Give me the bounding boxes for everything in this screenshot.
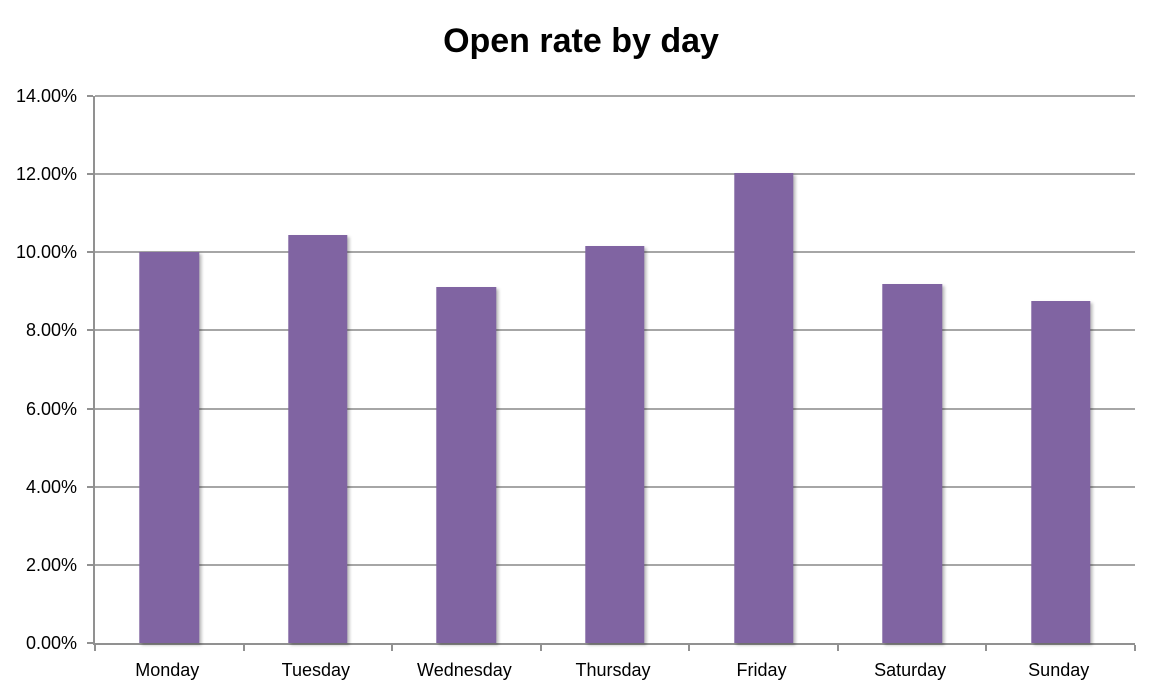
x-axis-tick <box>1134 645 1136 651</box>
x-tick-label: Friday <box>736 660 787 680</box>
y-axis-tick <box>87 485 93 488</box>
chart-title: Open rate by day <box>443 22 719 60</box>
y-axis-tick <box>87 95 93 97</box>
y-axis-tick <box>87 329 93 332</box>
y-axis-labels: 0.00% 2.00% 4.00% 6.00% 8.00% 10.00% 12.00% 14.… <box>0 86 85 653</box>
bar-monday <box>139 252 199 643</box>
bar-sunday <box>1030 301 1091 643</box>
x-axis-tick <box>836 645 839 651</box>
x-tick-label: Sunday <box>1028 660 1090 680</box>
x-axis-tick <box>242 645 245 651</box>
y-axis-tick <box>87 173 93 176</box>
y-tick-label: 2.00% <box>25 554 77 575</box>
gridline <box>95 95 1135 97</box>
bar-wednesday <box>436 287 497 643</box>
x-axis-tick <box>688 645 691 651</box>
x-tick-label: Monday <box>135 660 200 680</box>
y-tick-label: 8.00% <box>25 320 77 341</box>
y-tick-label: 0.00% <box>25 633 77 653</box>
x-tick-label: Saturday <box>874 660 947 680</box>
bar-saturday <box>882 284 942 643</box>
bar-friday <box>733 173 794 643</box>
y-axis-tick <box>87 642 93 644</box>
x-axis-tick <box>391 645 394 651</box>
x-tick-label: Thursday <box>575 660 651 680</box>
y-axis-tick <box>87 563 93 566</box>
plot-area <box>87 95 1136 651</box>
y-tick-label: 14.00% <box>15 86 77 106</box>
y-tick-label: 12.00% <box>15 164 77 185</box>
gridline <box>95 173 1135 176</box>
y-axis-tick <box>87 407 93 410</box>
x-axis-labels: Monday Tuesday Wednesday Thursday Friday Satu… <box>93 659 1133 689</box>
y-axis-tick <box>87 251 93 254</box>
x-axis-tick <box>94 645 96 651</box>
y-tick-label: 6.00% <box>25 398 77 419</box>
x-axis-tick <box>985 645 988 651</box>
y-tick-label: 10.00% <box>15 242 77 263</box>
bar-thursday <box>585 246 645 643</box>
bar-tuesday <box>288 234 348 643</box>
x-tick-label: Tuesday <box>281 660 351 680</box>
x-axis-tick <box>539 645 542 651</box>
x-tick-label: Wednesday <box>417 660 512 680</box>
y-tick-label: 4.00% <box>25 476 77 497</box>
